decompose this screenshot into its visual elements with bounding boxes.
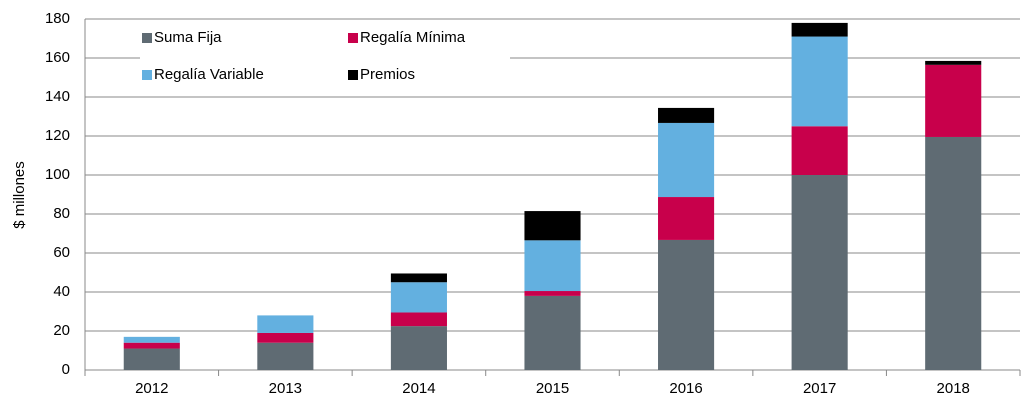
y-tick-label: 180 <box>45 10 70 27</box>
x-tick-label: 2016 <box>669 380 702 397</box>
x-tick-label: 2015 <box>536 380 569 397</box>
y-tick-label: 40 <box>53 283 70 300</box>
y-tick-label: 120 <box>45 127 70 144</box>
bar-segment <box>257 315 314 333</box>
bar-segment <box>791 126 848 175</box>
bar-segment <box>658 197 715 240</box>
bar-segment <box>123 348 180 370</box>
bar-segment <box>123 342 180 349</box>
bar-segment <box>123 336 180 343</box>
bar-segment <box>390 326 447 370</box>
y-tick-label: 80 <box>53 205 70 222</box>
legend-label: Regalía Mínima <box>360 29 466 46</box>
bar-segment <box>658 239 715 370</box>
bar-segment <box>390 312 447 327</box>
x-tick-label: 2012 <box>135 380 168 397</box>
legend-label: Premios <box>360 66 415 83</box>
bar-segment <box>925 136 982 370</box>
legend-label: Regalía Variable <box>154 66 264 83</box>
legend-background <box>140 25 510 89</box>
bar-segment <box>791 36 848 127</box>
x-tick-label: 2013 <box>269 380 302 397</box>
bar-segment <box>524 291 581 296</box>
x-tick-label: 2017 <box>803 380 836 397</box>
bar-segment <box>791 175 848 370</box>
x-tick-label: 2018 <box>937 380 970 397</box>
x-tick-label: 2014 <box>402 380 435 397</box>
y-tick-label: 160 <box>45 49 70 66</box>
bar-segment <box>390 273 447 283</box>
bar-segment <box>658 107 715 123</box>
y-axis-label: $ millones <box>11 161 28 229</box>
bar-segment <box>925 60 982 65</box>
bar-segment <box>257 332 314 343</box>
bar-segment <box>390 282 447 313</box>
y-tick-label: 100 <box>45 166 70 183</box>
bar-segment <box>791 22 848 37</box>
y-tick-label: 140 <box>45 88 70 105</box>
y-tick-label: 0 <box>62 361 70 378</box>
y-tick-label: 20 <box>53 322 70 339</box>
legend-swatch <box>348 70 358 80</box>
legend-swatch <box>348 33 358 43</box>
legend-swatch <box>142 70 152 80</box>
bar-segment <box>524 295 581 370</box>
y-tick-label: 60 <box>53 244 70 261</box>
bar-segment <box>925 64 982 137</box>
bar-segment <box>524 211 581 241</box>
bar-segment <box>658 122 715 198</box>
legend-swatch <box>142 33 152 43</box>
legend-label: Suma Fija <box>154 29 222 46</box>
bar-segment <box>524 240 581 292</box>
bar-segment <box>257 342 314 370</box>
